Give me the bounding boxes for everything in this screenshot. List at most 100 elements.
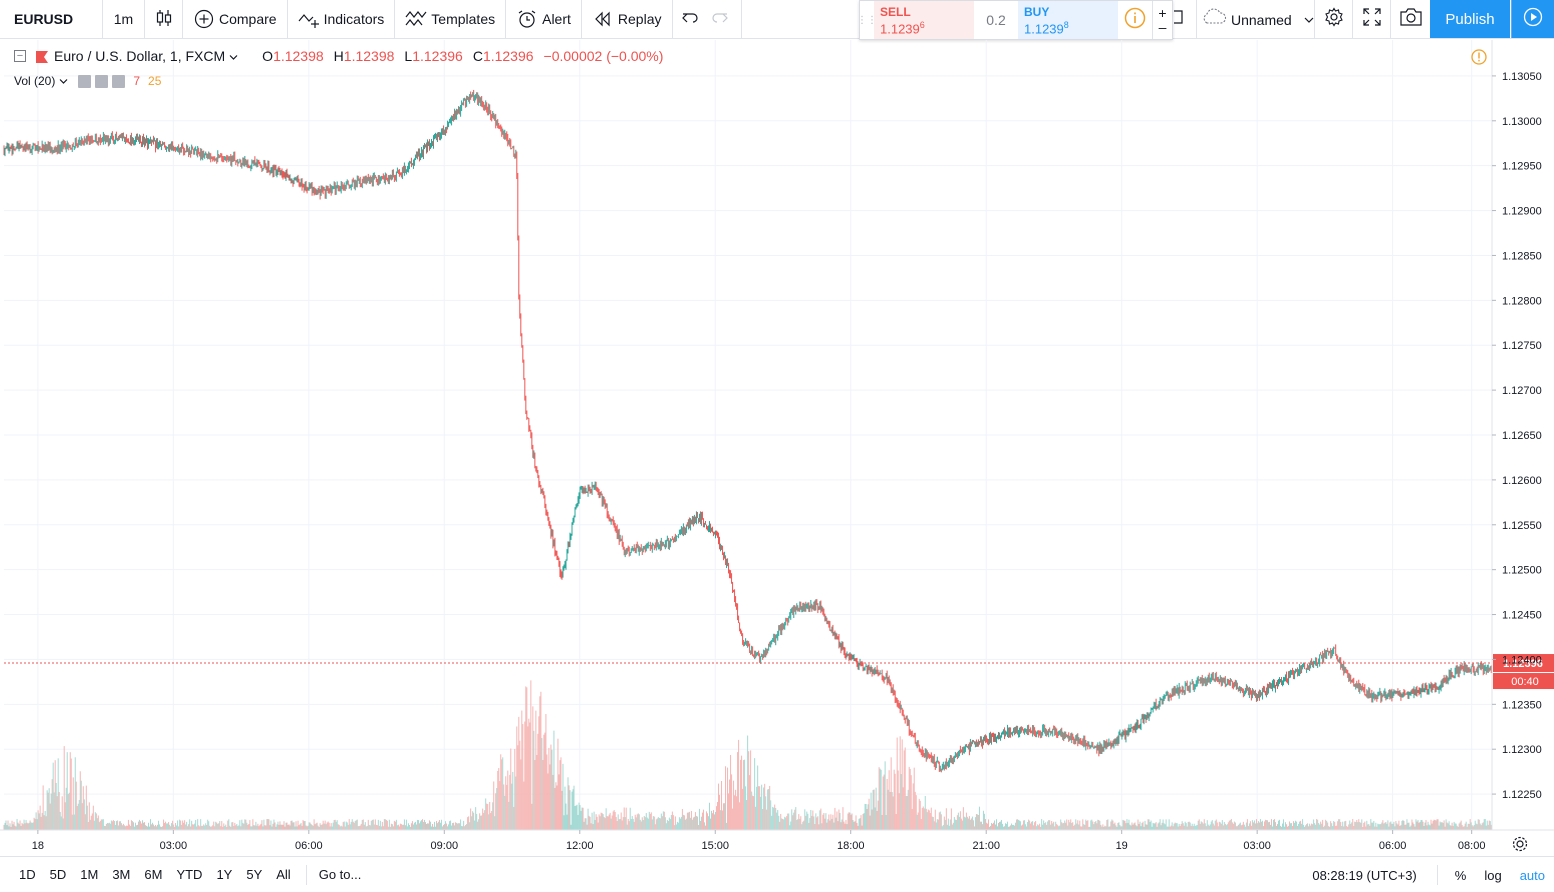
- gear-icon[interactable]: [95, 74, 109, 88]
- time-tick-label: 15:00: [701, 840, 729, 852]
- flag-icon[interactable]: [36, 50, 48, 63]
- range-button-all[interactable]: All: [276, 867, 291, 882]
- gear-icon: [1324, 7, 1344, 32]
- rewind-icon: [592, 8, 614, 30]
- log-toggle[interactable]: log: [1484, 867, 1502, 883]
- info-icon: [1124, 7, 1146, 34]
- range-button-3m[interactable]: 3M: [112, 867, 131, 882]
- range-button-6m[interactable]: 6M: [144, 867, 163, 882]
- price-tick-label: 1.12900: [1502, 206, 1542, 218]
- eye-icon[interactable]: [78, 74, 92, 88]
- indicators-button[interactable]: Indicators: [288, 0, 396, 38]
- compare-button[interactable]: Compare: [183, 0, 288, 38]
- last-price-label: 1.12396: [1503, 658, 1543, 670]
- range-button-1m[interactable]: 1M: [80, 867, 99, 882]
- snapshot-button[interactable]: [1390, 0, 1430, 39]
- time-axis: 18 03:00 06:00 09:00 12:00 15:00 18:00 21:00 19 0…: [0, 829, 1554, 852]
- settings-button[interactable]: [1314, 0, 1352, 39]
- price-tick-label: 1.12700: [1502, 385, 1542, 397]
- redo-button[interactable]: [707, 0, 742, 38]
- chevron-down-icon: [1304, 11, 1314, 29]
- collapse-legend-button[interactable]: −: [14, 50, 26, 62]
- low-label: L: [404, 48, 413, 64]
- top-toolbar: EURUSD 1m Compare Indicators Templates A…: [0, 0, 1554, 39]
- last-price-line: 1.12396 00:40: [4, 654, 1554, 690]
- price-tick-label: 1.12550: [1502, 520, 1542, 532]
- price-axis: 1.13050 1.13000 1.12950 1.12900 1.12850 1.128…: [1491, 40, 1542, 830]
- gear-icon: [1512, 836, 1528, 852]
- warning-icon[interactable]: [1471, 49, 1487, 70]
- drag-handle-icon[interactable]: ⋮⋮: [857, 14, 877, 26]
- close-value: 1.12396: [482, 48, 534, 64]
- high-label: H: [333, 48, 344, 64]
- bottom-right-group: 08:28:19 (UTC+3) % log auto: [1303, 857, 1554, 892]
- publish-button[interactable]: Publish: [1430, 0, 1510, 38]
- price-tick-label: 1.12750: [1502, 340, 1542, 352]
- time-tick-label: 08:00: [1458, 840, 1486, 852]
- chevron-down-icon[interactable]: [229, 48, 238, 64]
- time-tick-label: 03:00: [1243, 840, 1271, 852]
- clock[interactable]: 08:28:19 (UTC+3): [1312, 867, 1417, 883]
- minus-button[interactable]: –: [1158, 19, 1167, 35]
- percent-toggle[interactable]: %: [1454, 867, 1467, 883]
- open-value: 1.12398: [273, 48, 324, 64]
- divider: [305, 864, 307, 885]
- range-button-1d[interactable]: 1D: [19, 867, 36, 882]
- time-tick-label: 09:00: [431, 840, 459, 852]
- last-price-badge: [1493, 654, 1554, 673]
- high-value: 1.12398: [343, 48, 395, 64]
- close-icon[interactable]: [112, 74, 126, 88]
- price-tick-label: 1.12300: [1502, 744, 1542, 756]
- templates-button[interactable]: Templates: [395, 0, 507, 38]
- buy-price: 1.12398: [1024, 20, 1069, 37]
- templates-label: Templates: [431, 11, 496, 27]
- auto-toggle[interactable]: auto: [1519, 867, 1545, 883]
- volume-value: 7: [133, 74, 141, 88]
- undo-button[interactable]: [673, 0, 707, 38]
- candles: [3, 89, 1492, 773]
- volume-label[interactable]: Vol (20): [14, 74, 56, 88]
- time-tick-label: 18: [32, 840, 44, 852]
- time-tick-label: 03:00: [160, 840, 188, 852]
- goto-button[interactable]: Go to...: [318, 867, 362, 882]
- spread-value: 0.2: [986, 12, 1006, 28]
- fullscreen-button[interactable]: [1352, 0, 1390, 39]
- info-button[interactable]: [1118, 1, 1152, 39]
- layout-name: Unnamed: [1231, 11, 1292, 28]
- low-value: 1.12396: [412, 48, 463, 64]
- range-button-5y[interactable]: 5Y: [246, 867, 263, 882]
- series-legend: − Euro / U.S. Dollar, 1, FXCM O 1.12398 H…: [14, 48, 663, 64]
- sell-label: SELL: [880, 5, 911, 19]
- alert-button[interactable]: Alert: [506, 0, 582, 38]
- buy-button[interactable]: BUY 1.12398: [1018, 1, 1118, 39]
- plus-button[interactable]: +: [1158, 5, 1167, 21]
- range-button-5d[interactable]: 5D: [49, 867, 67, 882]
- time-tick-label: 06:00: [1379, 840, 1407, 852]
- price-chart[interactable]: 1.12396 00:40 1.13050 1.13000 1.12950 1.1290…: [0, 40, 1554, 855]
- buy-label: BUY: [1024, 5, 1050, 19]
- time-tick-label: 18:00: [837, 840, 865, 852]
- price-tick-label: 1.12850: [1502, 250, 1542, 262]
- trade-widget: ⋮⋮ SELL 1.12396 0.2 BUY 1.12398 + –: [857, 0, 1173, 40]
- countdown-badge: [1493, 673, 1554, 690]
- chart-type-button[interactable]: [145, 0, 183, 38]
- camera-icon: [1399, 8, 1422, 31]
- range-button-1y[interactable]: 1Y: [216, 867, 233, 882]
- plus-circle-icon: [193, 8, 215, 30]
- bottom-toolbar: 1D 5D 1M 3M 6M YTD 1Y 5Y All Go to... 08:28:19 (…: [0, 856, 1554, 892]
- sell-button[interactable]: SELL 1.12396: [874, 1, 974, 39]
- play-button[interactable]: [1511, 0, 1554, 38]
- layout-menu[interactable]: Unnamed: [1196, 0, 1314, 39]
- symbol-title[interactable]: Euro / U.S. Dollar, 1, FXCM: [54, 48, 226, 64]
- fullscreen-partial[interactable]: [1174, 0, 1186, 39]
- time-tick-label: 21:00: [972, 840, 1000, 852]
- range-button-ytd[interactable]: YTD: [176, 867, 203, 882]
- replay-label: Replay: [617, 11, 662, 27]
- redo-icon: [711, 9, 729, 30]
- replay-button[interactable]: Replay: [582, 0, 673, 38]
- interval-button[interactable]: 1m: [103, 0, 145, 38]
- price-tick-label: 1.12250: [1502, 789, 1542, 801]
- chevron-down-icon[interactable]: [59, 74, 68, 88]
- quantity-stepper[interactable]: + –: [1152, 1, 1172, 39]
- symbol-search[interactable]: EURUSD: [0, 0, 103, 38]
